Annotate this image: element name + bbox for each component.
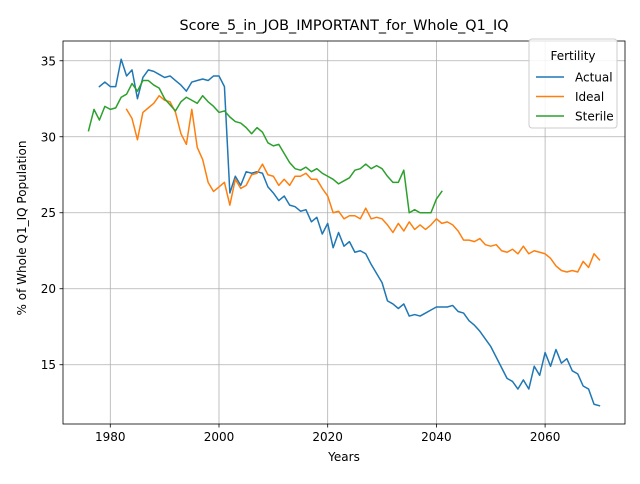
- legend: Fertility Actual Ideal Sterile: [528, 38, 618, 129]
- axes-frame: [62, 40, 626, 425]
- x-tick-label: 2060: [530, 430, 561, 444]
- legend-label-actual: Actual: [575, 71, 613, 85]
- x-axis-label: Years: [327, 450, 360, 464]
- legend-title: Fertility: [550, 49, 595, 63]
- y-tick-label: 30: [41, 130, 56, 144]
- chart-title: Score_5_in_JOB_IMPORTANT_for_Whole_Q1_IQ: [179, 18, 508, 34]
- legend-label-ideal: Ideal: [575, 90, 604, 104]
- x-tick-label: 2020: [312, 430, 343, 444]
- y-tick-label: 20: [41, 282, 56, 296]
- legend-entries: Actual Ideal Sterile: [536, 71, 614, 124]
- y-tick-label: 35: [41, 54, 56, 68]
- x-tick-label: 2000: [204, 430, 235, 444]
- y-axis-label: % of Whole Q1_IQ Population: [15, 141, 29, 316]
- y-tick-label: 15: [41, 358, 56, 372]
- legend-frame: [528, 38, 618, 129]
- tick-layer: 1980 2000 2020 2040 2060 15 20 25 30 35: [41, 54, 561, 444]
- series-line-ideal: [125, 94, 601, 273]
- x-tick-label: 2040: [421, 430, 452, 444]
- y-tick-label: 25: [41, 206, 56, 220]
- legend-label-sterile: Sterile: [575, 110, 614, 124]
- series-layer: [87, 58, 601, 407]
- series-line-actual: [98, 58, 601, 407]
- x-tick-label: 1980: [95, 430, 126, 444]
- series-line-sterile: [87, 79, 443, 214]
